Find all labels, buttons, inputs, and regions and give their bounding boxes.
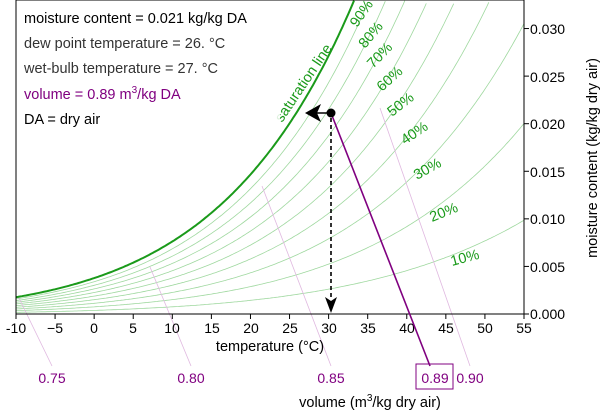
volume-axis-label-prefix: volume (m — [299, 395, 367, 410]
x-tick-label: 55 — [516, 320, 532, 336]
down-arrow-head — [325, 297, 337, 313]
y-axis-ticks — [524, 28, 529, 315]
plot-frame — [15, 0, 525, 315]
volume-annotation-prefix: volume = 0.89 m — [24, 87, 132, 103]
rh-curve — [15, 3, 427, 305]
rh-labels: 90% 80% 70% 60% 50% 40% 30% 20% 10% — [347, 0, 481, 270]
rh-curve — [15, 3, 455, 306]
volume-line — [149, 266, 192, 367]
dew-point-annotation: dew point temperature = 26. °C — [24, 36, 225, 52]
x-axis-ticks — [15, 314, 525, 319]
state-point-marker — [326, 108, 336, 118]
y-tick-label: 0.025 — [530, 69, 565, 85]
y-tick-label: 0.005 — [530, 259, 565, 275]
rh-curve — [15, 2, 490, 308]
volume-tick-labels: 0.75 0.80 0.85 0.90 — [38, 370, 483, 386]
x-tick-label: 50 — [477, 320, 493, 336]
volume-annotation-suffix: /kg DA — [137, 87, 181, 103]
volume-axis-label-suffix: /kg dry air) — [372, 395, 441, 410]
volume-indicator-line — [330, 112, 431, 367]
volume-tick-label: 0.85 — [317, 370, 344, 386]
x-tick-label: 10 — [164, 320, 180, 336]
volume-axis-label: volume (m3/kg dry air) — [299, 393, 441, 410]
volume-tick-label: 0.80 — [177, 370, 204, 386]
rh-label-50: 50% — [385, 90, 418, 121]
rh-curves — [15, 0, 525, 313]
volume-annotation: volume = 0.89 m3/kg DA — [24, 85, 181, 103]
y-tick-label: 0.015 — [530, 164, 565, 180]
x-tick-label: 45 — [438, 320, 454, 336]
volume-line — [379, 107, 471, 367]
x-tick-label: -10 — [6, 320, 26, 336]
y-tick-label: 0.020 — [530, 116, 565, 132]
x-tick-label: 15 — [204, 320, 220, 336]
y-tick-label: 0.030 — [530, 21, 565, 37]
volume-line — [261, 185, 332, 367]
x-tick-label: 35 — [360, 320, 376, 336]
volume-annotation-sup: 3 — [132, 85, 138, 96]
rh-label-30: 30% — [411, 155, 444, 183]
x-tick-label: 20 — [243, 320, 259, 336]
y-tick-label: 0.010 — [530, 211, 565, 227]
volume-highlight-label: 0.89 — [421, 370, 448, 386]
y-tick-labels: 0.000 0.005 0.010 0.015 0.020 0.025 0.03… — [530, 21, 565, 322]
rh-label-10: 10% — [449, 247, 481, 270]
y-tick-label: 0.000 — [530, 306, 565, 322]
moisture-content-annotation: moisture content = 0.021 kg/kg DA — [24, 11, 247, 27]
volume-tick-label: 0.75 — [38, 370, 65, 386]
volume-lines — [17, 107, 471, 367]
annotation-background — [18, 2, 280, 130]
x-tick-labels: -10 −5 0 5 10 15 20 25 30 35 40 45 50 55 — [6, 320, 532, 336]
x-tick-label: 25 — [282, 320, 298, 336]
rh-curve — [15, 0, 406, 303]
dry-air-annotation: DA = dry air — [24, 112, 100, 128]
wet-bulb-annotation: wet-bulb temperature = 27. °C — [23, 61, 218, 77]
rh-label-20: 20% — [428, 200, 461, 226]
volume-tick-label: 0.90 — [456, 370, 483, 386]
x-tick-label: 5 — [129, 320, 137, 336]
y-axis-label: moisture content (kg/kg dry air) — [585, 58, 601, 258]
volume-axis-label-sup: 3 — [367, 393, 373, 404]
x-tick-label: −5 — [47, 320, 63, 336]
x-tick-label: 40 — [399, 320, 415, 336]
wet-bulb-arrow-head — [305, 104, 321, 122]
x-axis-label: temperature (°C) — [216, 339, 324, 355]
volume-line — [17, 295, 53, 367]
rh-label-40: 40% — [398, 119, 431, 149]
rh-curve — [16, 123, 525, 311]
rh-curve — [16, 219, 525, 313]
x-tick-label: 0 — [90, 320, 98, 336]
saturation-curve — [15, 0, 355, 299]
rh-curve — [15, 1, 386, 301]
x-tick-label: 30 — [321, 320, 337, 336]
volume-highlight-box — [415, 363, 454, 390]
rh-curve — [15, 23, 525, 310]
